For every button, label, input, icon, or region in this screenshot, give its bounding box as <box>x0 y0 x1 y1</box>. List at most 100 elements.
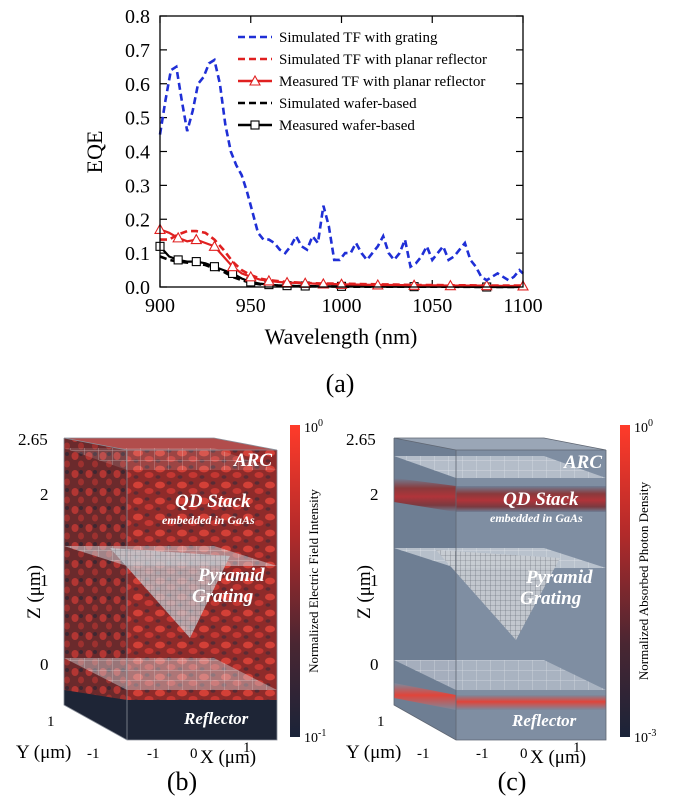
y-axis-label: Y (μm) <box>16 742 71 763</box>
z-axis-label: Z (μm) <box>24 565 45 619</box>
y-tick-1: 1 <box>377 714 385 730</box>
reflector-absorption-band <box>394 683 456 710</box>
colorbar <box>290 425 300 737</box>
y-tick-1: 1 <box>47 714 55 730</box>
x-axis-label: X (μm) <box>200 747 256 768</box>
x-axis-label: X (μm) <box>530 747 586 768</box>
x-tick-m1: -1 <box>147 746 160 762</box>
z-tick-1: 1 <box>370 571 379 590</box>
z-axis-label: Z (μm) <box>354 565 375 619</box>
series-line <box>160 229 523 287</box>
colorbar-top-label: 100 <box>634 418 653 436</box>
colorbar-title: Normalized Absorbed Photon Density <box>636 481 651 680</box>
label-grating: Grating <box>520 588 581 609</box>
label-qd-stack: QD Stack <box>175 491 251 512</box>
y-tick-label: 0.6 <box>125 74 150 96</box>
x-tick-0: 0 <box>520 746 528 762</box>
data-point <box>190 233 203 245</box>
box-top-face <box>394 438 606 450</box>
x-tick-label: 1000 <box>322 295 362 317</box>
absorbed-photon-3d-plot: ARC QD Stack embedded in GaAs Pyramid Gr… <box>346 418 656 768</box>
data-point <box>191 257 201 267</box>
data-point <box>249 74 261 86</box>
z-tick-top: 2.65 <box>18 430 48 449</box>
x-tick-label: 1100 <box>503 295 542 317</box>
arc-layer <box>64 448 277 470</box>
colorbar-title: Normalized Electric Field Intensity <box>306 489 321 673</box>
arc-layer-grid <box>394 456 606 478</box>
box-top-face <box>64 438 277 450</box>
series-2 <box>160 229 523 287</box>
series-3 <box>154 223 529 291</box>
box-outline <box>63 437 278 741</box>
reflector-plane-grid <box>394 660 606 690</box>
reflector-layer <box>64 690 127 740</box>
label-reflector: Reflector <box>511 711 577 730</box>
qd-absorption-band-front <box>456 486 606 512</box>
label-arc: ARC <box>563 452 602 473</box>
x-tick-label: 950 <box>236 295 266 317</box>
y-tick-label: 0.3 <box>125 175 150 197</box>
plot-frame <box>159 15 524 288</box>
x-axis-ticks: 900 950 1000 1050 1100 <box>145 16 543 317</box>
x-axis-label: Wavelength (nm) <box>265 324 418 349</box>
x-tick-m1: -1 <box>476 746 489 762</box>
z-tick-top: 2.65 <box>346 430 376 449</box>
legend-label: Simulated wafer-based <box>279 96 417 112</box>
data-point <box>335 278 348 289</box>
field-intensity-3d-plot: ARC QD Stack embedded in GaAs Pyramid Gr… <box>16 418 326 768</box>
y-tick-label: 0.5 <box>125 108 150 130</box>
y-tick-m1: -1 <box>87 746 100 762</box>
colorbar-bottom-label: 10-3 <box>634 728 656 746</box>
z-tick-2: 2 <box>40 485 49 504</box>
data-point <box>173 255 183 265</box>
caption-a: (a) <box>326 369 355 398</box>
data-point <box>317 277 330 289</box>
series-1 <box>158 57 524 282</box>
x-tick-1: 1 <box>573 740 581 756</box>
label-qd-stack: QD Stack <box>503 489 579 510</box>
chart-legend: Simulated TF with grating Simulated TF wi… <box>238 30 487 134</box>
qd-absorption-band <box>394 478 456 512</box>
caption-c: (c) <box>498 767 527 796</box>
pyramid-grating <box>110 548 230 638</box>
x-tick-0: 0 <box>190 746 198 762</box>
data-point <box>250 120 260 130</box>
data-point <box>226 260 239 272</box>
x-tick-label: 900 <box>145 295 175 317</box>
pyramid-grating <box>436 550 560 640</box>
data-point <box>244 270 257 282</box>
y-axis-ticks: 0.0 0.1 0.2 0.3 0.4 0.5 0.6 0.7 0.8 <box>125 6 523 299</box>
data-point <box>172 231 185 243</box>
reflector-absorption-band-front <box>456 695 606 710</box>
label-qd-sub: embedded in GaAs <box>490 511 583 525</box>
x-tick-1: 1 <box>243 740 251 756</box>
colorbar-top-label: 100 <box>304 418 323 436</box>
reflector-front <box>127 700 277 740</box>
y-tick-label: 0.2 <box>125 209 150 231</box>
series-line <box>159 228 523 288</box>
data-point <box>262 274 275 286</box>
y-axis-label: Y (μm) <box>346 742 401 763</box>
y-axis-label: EQE <box>82 131 107 174</box>
label-pyramid: Pyramid <box>525 567 593 588</box>
y-tick-m1: -1 <box>417 746 430 762</box>
z-tick-2: 2 <box>370 485 379 504</box>
x-tick-label: 1050 <box>412 295 452 317</box>
y-tick-label: 0.1 <box>125 243 150 265</box>
box-outline <box>393 437 607 741</box>
data-point <box>209 262 219 272</box>
label-pyramid: Pyramid <box>197 565 265 586</box>
legend-label: Simulated TF with grating <box>279 30 438 46</box>
y-tick-label: 0.7 <box>125 40 150 62</box>
eqe-chart: 0.0 0.1 0.2 0.3 0.4 0.5 0.6 0.7 0.8 900 950 1000 10… <box>82 6 543 349</box>
label-grating: Grating <box>192 586 253 607</box>
colorbar <box>620 425 630 737</box>
y-tick-label: 0.0 <box>125 277 150 299</box>
z-tick-1: 1 <box>40 571 49 590</box>
label-qd-sub: embedded in GaAs <box>162 513 255 527</box>
chart-series <box>154 57 529 292</box>
legend-label: Simulated TF with planar reflector <box>279 52 487 68</box>
y-tick-label: 0.4 <box>125 142 150 164</box>
